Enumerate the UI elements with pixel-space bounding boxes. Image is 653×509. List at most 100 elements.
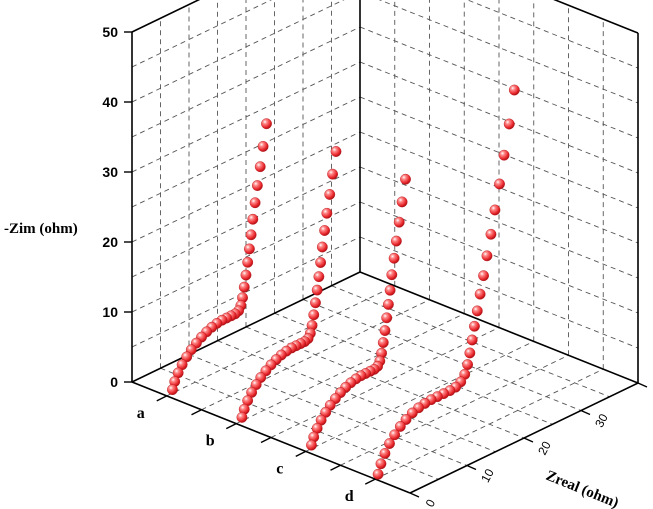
data-point xyxy=(310,297,321,309)
data-point xyxy=(485,228,497,240)
grid-lines xyxy=(131,0,639,480)
data-point xyxy=(251,180,263,191)
data-point xyxy=(372,468,384,480)
top-right-edge xyxy=(553,0,639,34)
back-wall-grid-line xyxy=(359,236,639,349)
data-point xyxy=(388,252,400,264)
data-point xyxy=(462,359,473,370)
data-point xyxy=(321,207,333,219)
category-tick xyxy=(225,422,237,430)
data-point xyxy=(489,204,501,216)
data-point xyxy=(306,439,317,451)
category-tick-label: c xyxy=(276,460,283,477)
axis-frame xyxy=(131,0,639,494)
side-wall-grid-line xyxy=(131,0,345,103)
zreal-tick-label: 0 xyxy=(423,497,439,509)
floor-grid-line xyxy=(270,327,500,438)
data-point xyxy=(469,320,480,332)
data-point xyxy=(478,270,489,282)
side-wall-grid-line xyxy=(131,166,361,278)
data-point xyxy=(327,168,338,180)
data-point xyxy=(243,243,255,255)
data-point xyxy=(315,257,327,268)
data-point xyxy=(377,337,389,348)
data-point xyxy=(167,384,178,396)
floor-grid-line xyxy=(160,367,439,480)
data-point xyxy=(466,334,478,346)
floor-grid-line xyxy=(217,340,496,453)
data-point xyxy=(238,281,250,293)
back-wall-grid-line xyxy=(359,201,639,314)
data-point xyxy=(393,216,405,228)
data-point xyxy=(389,429,401,441)
zreal-tick xyxy=(523,437,534,443)
data-point xyxy=(240,269,252,281)
zreal-tick xyxy=(466,464,477,471)
back-wall-grid-line xyxy=(359,166,639,279)
side-wall-grid-line xyxy=(131,131,361,243)
category-tick xyxy=(260,436,272,444)
data-point xyxy=(384,438,395,449)
data-point xyxy=(242,256,254,268)
back-wall-grid-line xyxy=(359,131,639,244)
data-point xyxy=(381,312,393,324)
z-axis-title: -Zim (ohm) xyxy=(4,221,78,237)
category-tick xyxy=(191,409,202,416)
zreal-tick-label: 10 xyxy=(478,466,497,485)
category-tick-label: b xyxy=(206,433,215,450)
category-tick xyxy=(330,464,341,471)
side-wall-grid-line xyxy=(131,201,361,313)
zreal-tick-label: 30 xyxy=(592,411,611,430)
top-left-edge xyxy=(131,0,201,33)
zim-tick-label: 40 xyxy=(102,94,118,110)
data-point xyxy=(390,235,402,247)
data-point xyxy=(319,225,330,236)
data-point xyxy=(247,213,259,225)
back-wall-grid-line xyxy=(359,61,639,174)
zreal-tick-label: 20 xyxy=(535,439,554,458)
data-point xyxy=(474,288,486,300)
floor-grid-line xyxy=(302,299,582,411)
category-tick xyxy=(364,478,376,485)
category-tick-label: d xyxy=(345,488,354,505)
floor-grid-line xyxy=(340,354,569,466)
data-point xyxy=(249,197,261,209)
data-point xyxy=(308,309,320,321)
back-wall-grid-line xyxy=(378,0,639,104)
side-wall-grid-line xyxy=(131,0,272,68)
data-point xyxy=(324,189,336,200)
zreal-tick-label: 40 xyxy=(649,384,653,403)
back-wall-grid-line xyxy=(359,26,639,139)
side-wall-grid-line xyxy=(131,26,361,138)
data-point xyxy=(313,271,325,283)
data-point xyxy=(254,161,266,173)
side-wall-grid-line xyxy=(131,96,361,208)
data-point xyxy=(396,196,408,208)
data-point xyxy=(503,118,515,130)
data-point xyxy=(245,229,257,241)
floor-grid-line xyxy=(274,312,553,425)
data-point xyxy=(316,241,328,253)
category-tick xyxy=(295,450,307,458)
back-wall-grid-line xyxy=(359,96,639,209)
data-point xyxy=(464,347,476,359)
data-point xyxy=(379,325,391,336)
floor-grid-line xyxy=(305,340,534,452)
zim-tick-label: 10 xyxy=(102,304,118,320)
data-point xyxy=(384,284,396,296)
side-wall-grid-line xyxy=(131,61,361,173)
zreal-tick xyxy=(580,409,591,416)
data-point xyxy=(382,298,394,310)
zim-tick-label: 30 xyxy=(102,164,118,180)
axis-ticks: 0 10 20 30 40 50 a b c d 0 10 20 30 40 xyxy=(102,24,653,509)
floor-grid-line xyxy=(331,285,610,398)
zreal-tick xyxy=(637,382,648,388)
zim-tick-label: 50 xyxy=(102,24,118,40)
category-tick-label: a xyxy=(137,405,145,422)
data-point xyxy=(508,84,520,96)
data-points xyxy=(167,84,520,480)
zreal-tick xyxy=(409,492,420,498)
data-point xyxy=(498,149,510,161)
data-point xyxy=(494,178,505,190)
